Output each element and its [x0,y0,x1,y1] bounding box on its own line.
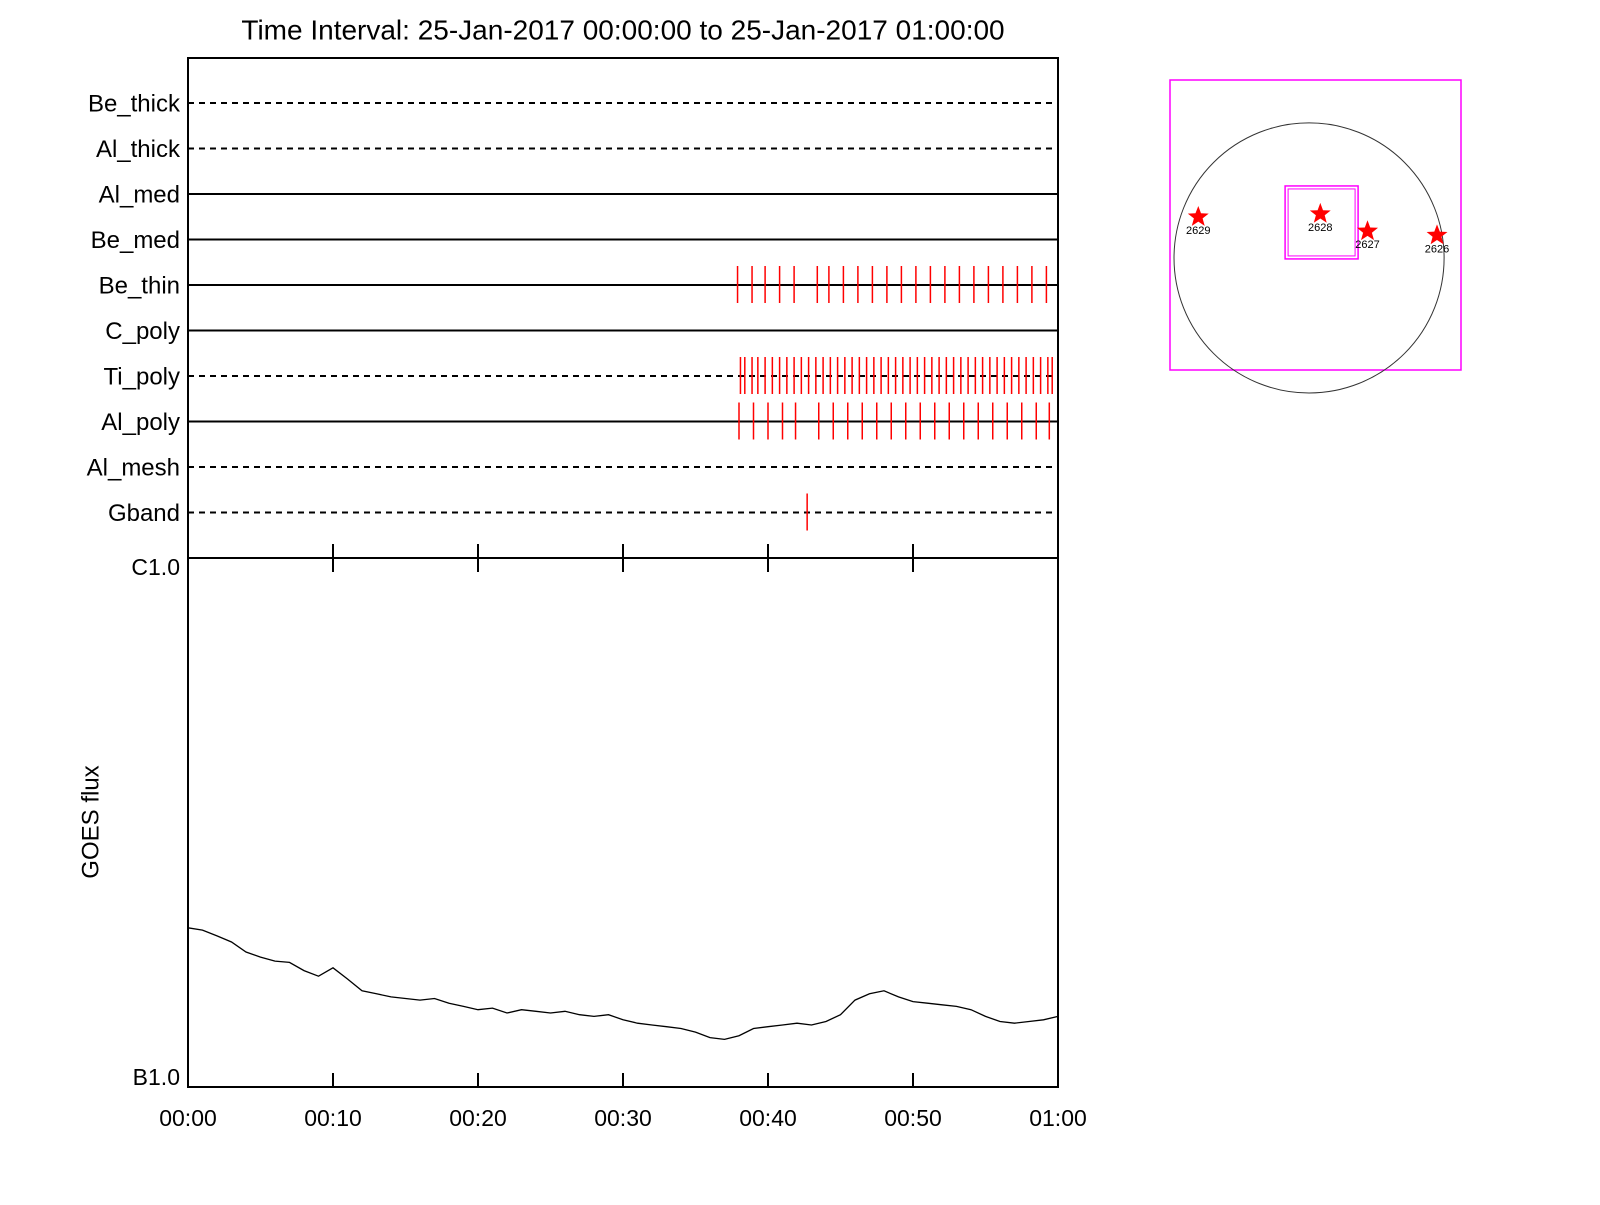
x-tick-label: 00:40 [739,1105,797,1131]
fov-box [1284,185,1359,260]
map-frame [1169,79,1462,371]
region-label: 2626 [1425,243,1449,255]
row-label: Gband [108,500,180,527]
flux-line [187,927,1059,1041]
row-label: Be_thin [99,272,180,299]
region-star [1309,202,1331,223]
chart-title: Time Interval: 25-Jan-2017 00:00:00 to 2… [241,14,1004,45]
x-tick-label: 00:30 [594,1105,652,1131]
row-label: C_poly [105,318,180,345]
fov-box-inner [1287,188,1356,257]
row-label: Al_med [99,181,180,208]
solar-disk [1173,122,1445,394]
row-label: Ti_poly [104,363,180,390]
x-tick-label: 01:00 [1029,1105,1087,1131]
panel-frame [187,557,1059,1088]
y-tick-label: B1.0 [133,1064,180,1090]
x-tick-label: 00:20 [449,1105,507,1131]
x-tick-label: 00:10 [304,1105,362,1131]
row-label: Be_med [91,227,180,254]
region-label: 2627 [1355,239,1379,251]
region-star [1187,206,1209,226]
panel-frame [187,57,1059,559]
row-label: Al_thick [96,136,181,163]
y-axis-label: GOES flux [77,765,104,878]
row-label: Al_mesh [87,454,180,481]
region-star [1357,220,1378,241]
y-tick-label: C1.0 [131,554,180,580]
region-star [1426,224,1448,245]
x-tick-label: 00:00 [159,1105,217,1131]
row-label: Al_poly [101,409,180,436]
region-label: 2629 [1186,225,1210,237]
row-label: Be_thick [88,90,181,117]
x-tick-label: 00:50 [884,1105,942,1131]
region-label: 2628 [1308,222,1332,234]
